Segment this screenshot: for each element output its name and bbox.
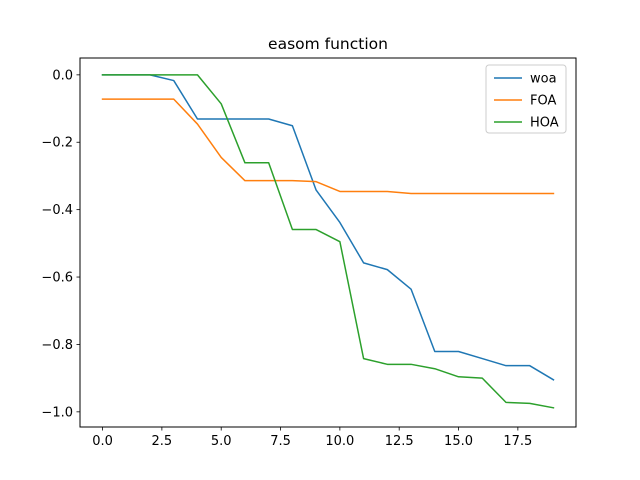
y-tick-label: −1.0 bbox=[41, 405, 73, 420]
plot-area-frame bbox=[79, 57, 577, 428]
legend-label-foa: FOA bbox=[530, 94, 556, 109]
legend-box bbox=[485, 64, 567, 134]
y-tick-label: −0.8 bbox=[41, 338, 73, 353]
legend: woa FOA HOA bbox=[485, 64, 567, 134]
x-tick-label: 0.0 bbox=[92, 434, 113, 449]
y-axis: 0.0 −0.2 −0.4 −0.6 −0.8 −1.0 bbox=[41, 68, 80, 420]
series-line-foa bbox=[101, 98, 555, 195]
y-tick-label: 0.0 bbox=[52, 68, 73, 83]
x-tick-label: 10.0 bbox=[325, 434, 354, 449]
x-tick-label: 7.5 bbox=[270, 434, 291, 449]
y-tick-label: −0.6 bbox=[41, 271, 73, 286]
x-tick-label: 5.0 bbox=[211, 434, 232, 449]
chart-title: easom function bbox=[268, 35, 388, 53]
series-line-hoa bbox=[101, 74, 555, 409]
legend-label-hoa: HOA bbox=[530, 116, 559, 131]
x-tick-label: 12.5 bbox=[385, 434, 414, 449]
y-tick-label: −0.2 bbox=[41, 136, 73, 151]
x-axis: 0.0 2.5 5.0 7.5 10.0 12.5 15.0 17.5 bbox=[92, 427, 532, 449]
series-line-woa bbox=[101, 74, 555, 381]
legend-label-woa: woa bbox=[530, 72, 557, 87]
x-tick-label: 2.5 bbox=[152, 434, 173, 449]
x-tick-label: 17.5 bbox=[503, 434, 532, 449]
x-tick-label: 15.0 bbox=[444, 434, 473, 449]
series-layer bbox=[101, 74, 555, 409]
y-tick-label: −0.4 bbox=[41, 203, 73, 218]
